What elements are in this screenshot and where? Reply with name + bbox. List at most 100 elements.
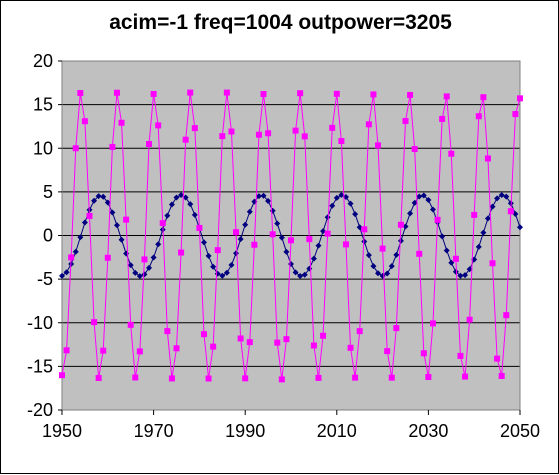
series-2-point <box>173 345 180 352</box>
series-1-point <box>384 270 391 277</box>
series-2-point <box>255 131 262 138</box>
series-2-point <box>452 255 459 262</box>
series-1-point <box>265 197 272 204</box>
series-1-point <box>205 252 212 259</box>
series-2-point <box>214 247 221 254</box>
y-tick-label: -20 <box>27 400 53 420</box>
series-1-point <box>81 219 88 226</box>
series-1-point <box>462 272 469 279</box>
series-1-point <box>397 237 404 244</box>
series-1-point <box>416 193 423 200</box>
series-2-point <box>310 342 317 349</box>
series-1-point <box>168 201 175 208</box>
series-1-point <box>411 199 418 206</box>
series-2-point <box>375 142 382 149</box>
series-1-point <box>393 251 400 258</box>
series-2-point <box>457 352 464 359</box>
y-tick-label: -10 <box>27 313 53 333</box>
series-1-point <box>155 241 162 248</box>
series-1-point <box>475 243 482 250</box>
y-tick-label: 5 <box>43 182 53 202</box>
series-2-point <box>237 335 244 342</box>
series-2-point <box>471 211 478 218</box>
series-2-point <box>178 249 185 256</box>
series-2-point <box>100 347 107 354</box>
series-1-point <box>498 192 505 199</box>
series-1-point <box>59 272 65 279</box>
series-2-point <box>146 140 153 147</box>
series-1-point <box>439 233 446 240</box>
series-2-point <box>393 325 400 332</box>
series-2-point <box>315 374 322 381</box>
series-1-point <box>425 196 432 203</box>
series-1-point <box>352 211 359 218</box>
series-1-point <box>329 202 336 209</box>
series-1-point <box>237 236 244 243</box>
series-1-point <box>63 269 70 276</box>
series-1-point <box>109 209 116 216</box>
series-1-point <box>233 250 240 257</box>
x-tick-label: 2030 <box>408 421 448 441</box>
series-1-point <box>132 269 139 276</box>
series-1-point <box>517 224 523 231</box>
series-1-point <box>146 264 153 271</box>
series-1-point <box>365 252 372 259</box>
series-2-point <box>416 250 423 257</box>
series-2-point <box>329 124 336 131</box>
series-1-point <box>95 193 102 200</box>
series-1-point <box>104 199 111 206</box>
series-1-point <box>489 203 496 210</box>
series-2-point <box>466 316 473 323</box>
series-1-point <box>342 194 349 201</box>
series-2-point <box>187 89 194 96</box>
series-1-point <box>310 255 317 262</box>
series-2-point <box>475 113 482 120</box>
series-2-point <box>200 331 207 338</box>
series-2-point <box>462 373 469 380</box>
series-2-point <box>77 90 84 97</box>
series-1-point <box>164 212 171 219</box>
series-1-point <box>388 263 395 270</box>
series-1-point <box>228 261 235 268</box>
series-1-point <box>315 242 322 249</box>
series-1-point <box>503 193 510 200</box>
series-1-point <box>187 201 194 208</box>
series-1-point <box>173 194 180 201</box>
series-2-point <box>443 93 450 100</box>
series-2-point <box>219 133 226 140</box>
x-tick-label: 1970 <box>134 421 174 441</box>
series-1-point <box>274 220 281 227</box>
series-2-point <box>365 121 372 128</box>
series-2-point <box>292 127 299 134</box>
series-1-point <box>77 234 84 241</box>
series-1-point <box>223 269 230 276</box>
series-1-point <box>283 248 290 255</box>
y-tick-label: 10 <box>33 138 53 158</box>
series-1-point <box>242 221 249 228</box>
series-1-point <box>91 197 98 204</box>
series-2-point <box>136 348 143 355</box>
series-2-point <box>246 339 253 346</box>
series-2-point <box>132 374 139 381</box>
series-2-point <box>205 375 212 382</box>
series-2-point <box>402 118 409 125</box>
series-1-point <box>333 194 340 201</box>
series-2-point <box>347 344 354 351</box>
series-2-point <box>384 348 391 355</box>
series-1-point <box>452 268 459 275</box>
series-2-point <box>297 90 304 97</box>
series-2-point <box>127 321 134 328</box>
series-1-point <box>118 236 125 243</box>
series-1-point <box>361 238 368 245</box>
series-1-point <box>255 193 262 200</box>
series-2-point <box>113 89 120 96</box>
series-1-point <box>297 272 304 279</box>
series-2-point <box>72 145 79 152</box>
y-tick-label: 15 <box>33 95 53 115</box>
series-1-point <box>324 214 331 221</box>
series-2-point <box>86 212 93 219</box>
series-2-point <box>379 245 386 252</box>
series-2-point <box>407 91 414 98</box>
series-2-point <box>278 376 285 383</box>
